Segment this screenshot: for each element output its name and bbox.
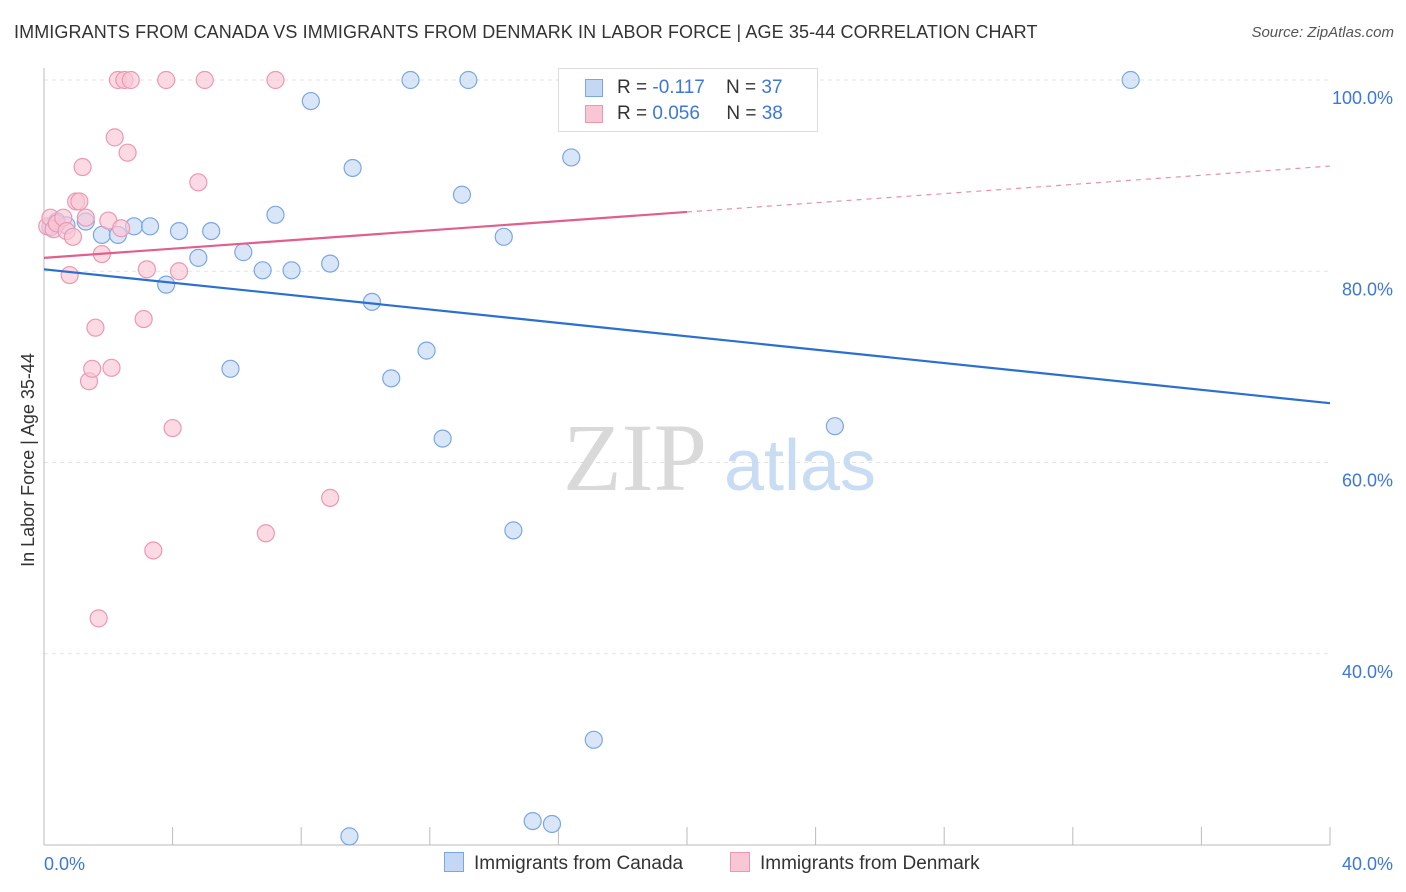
canada-point (140, 217, 160, 236)
denmark-point (102, 358, 121, 377)
denmark-r-label: R = (617, 103, 648, 124)
canada-point (282, 261, 301, 280)
canada-r-value: -0.117 (652, 77, 705, 98)
canada-point (340, 827, 359, 846)
canada-point (452, 185, 472, 204)
canada-point (157, 275, 176, 294)
denmark-point (266, 70, 285, 90)
denmark-point (118, 143, 137, 162)
canada-n-value: 37 (761, 77, 783, 98)
canada-point (202, 221, 221, 241)
canada-point (562, 148, 581, 167)
series-legend-denmark: Immigrants from Denmark (730, 852, 980, 875)
canada-point (584, 730, 603, 749)
denmark-legend-label: Immigrants from Denmark (760, 853, 980, 874)
denmark-r-value: 0.056 (652, 103, 700, 124)
denmark-point (105, 128, 124, 147)
denmark-point (137, 260, 156, 279)
trend-lines (43, 165, 1331, 405)
legend-denmark-text: R = 0.056 N = 38 (617, 103, 783, 125)
denmark-point (76, 208, 95, 227)
canada-n-label: N = (725, 77, 757, 98)
denmark-trend-line (43, 210, 688, 259)
canada-point (321, 254, 340, 273)
denmark-point (169, 262, 189, 281)
canada-point (221, 359, 240, 378)
canada-legend-swatch (444, 852, 464, 872)
canada-point (266, 205, 285, 224)
denmark-point (134, 309, 153, 329)
canada-point (504, 521, 523, 540)
y-tick-label: 100.0% (1332, 88, 1393, 108)
denmark-n-label: N = (726, 103, 757, 124)
y-tick-label: 40.0% (1342, 662, 1393, 682)
watermark-zip: ZIP (563, 404, 707, 511)
canada-point (433, 429, 452, 448)
denmark-point (63, 227, 83, 246)
denmark-point (256, 524, 275, 543)
canada-trend-line (43, 268, 1331, 405)
denmark-point (112, 219, 131, 238)
canada-point (189, 248, 208, 267)
correlation-legend: R = -0.117 N = 37 R = 0.056 N = 38 (558, 68, 818, 132)
series-legend-canada: Immigrants from Canada (444, 852, 683, 875)
tick-labels: 40.0% 60.0% 80.0% 100.0% 0.0% 40.0% (44, 88, 1393, 874)
denmark-point (144, 541, 163, 560)
canada-legend-label: Immigrants from Canada (474, 853, 684, 874)
denmark-point (73, 157, 92, 177)
canada-point (1121, 70, 1140, 90)
source-credit: Source: ZipAtlas.com (1251, 24, 1394, 41)
denmark-point (321, 488, 340, 507)
denmark-point (70, 192, 89, 211)
denmark-point (157, 70, 176, 90)
denmark-n-value: 38 (761, 103, 783, 124)
denmark-point (89, 609, 108, 628)
denmark-point (121, 70, 140, 90)
canada-point (401, 70, 420, 90)
canada-point (523, 811, 542, 831)
canada-point (343, 158, 362, 178)
watermark: ZIP atlas (563, 404, 876, 511)
watermark-atlas: atlas (724, 426, 876, 506)
y-tick-label: 80.0% (1342, 279, 1393, 299)
canada-point (417, 341, 436, 360)
denmark-swatch (585, 105, 603, 123)
denmark-point (83, 359, 102, 378)
canada-point (459, 70, 478, 90)
canada-point (542, 814, 562, 834)
canada-r-label: R = (617, 77, 648, 98)
y-tick-label: 60.0% (1342, 471, 1393, 491)
denmark-trend-extension (686, 165, 1331, 213)
denmark-point (163, 418, 182, 438)
canada-point (169, 221, 189, 241)
y-axis-label: In Labor Force | Age 35-44 (18, 353, 38, 567)
axes (43, 68, 1331, 846)
denmark-point (189, 173, 208, 192)
canada-point (825, 417, 844, 436)
denmark-legend-swatch (730, 852, 750, 872)
legend-canada-text: R = -0.117 N = 37 (617, 77, 783, 99)
canada-point (253, 261, 272, 280)
chart-title: IMMIGRANTS FROM CANADA VS IMMIGRANTS FRO… (14, 22, 1038, 42)
canada-swatch (585, 79, 603, 97)
x-tick-label: 0.0% (44, 854, 85, 874)
canada-point (301, 91, 320, 111)
denmark-point (86, 318, 105, 337)
canada-point (234, 243, 253, 262)
x-tick-label: 40.0% (1342, 854, 1393, 874)
canada-point (382, 369, 401, 388)
denmark-point (195, 70, 214, 90)
canada-point (494, 227, 513, 246)
denmark-point (60, 265, 79, 285)
